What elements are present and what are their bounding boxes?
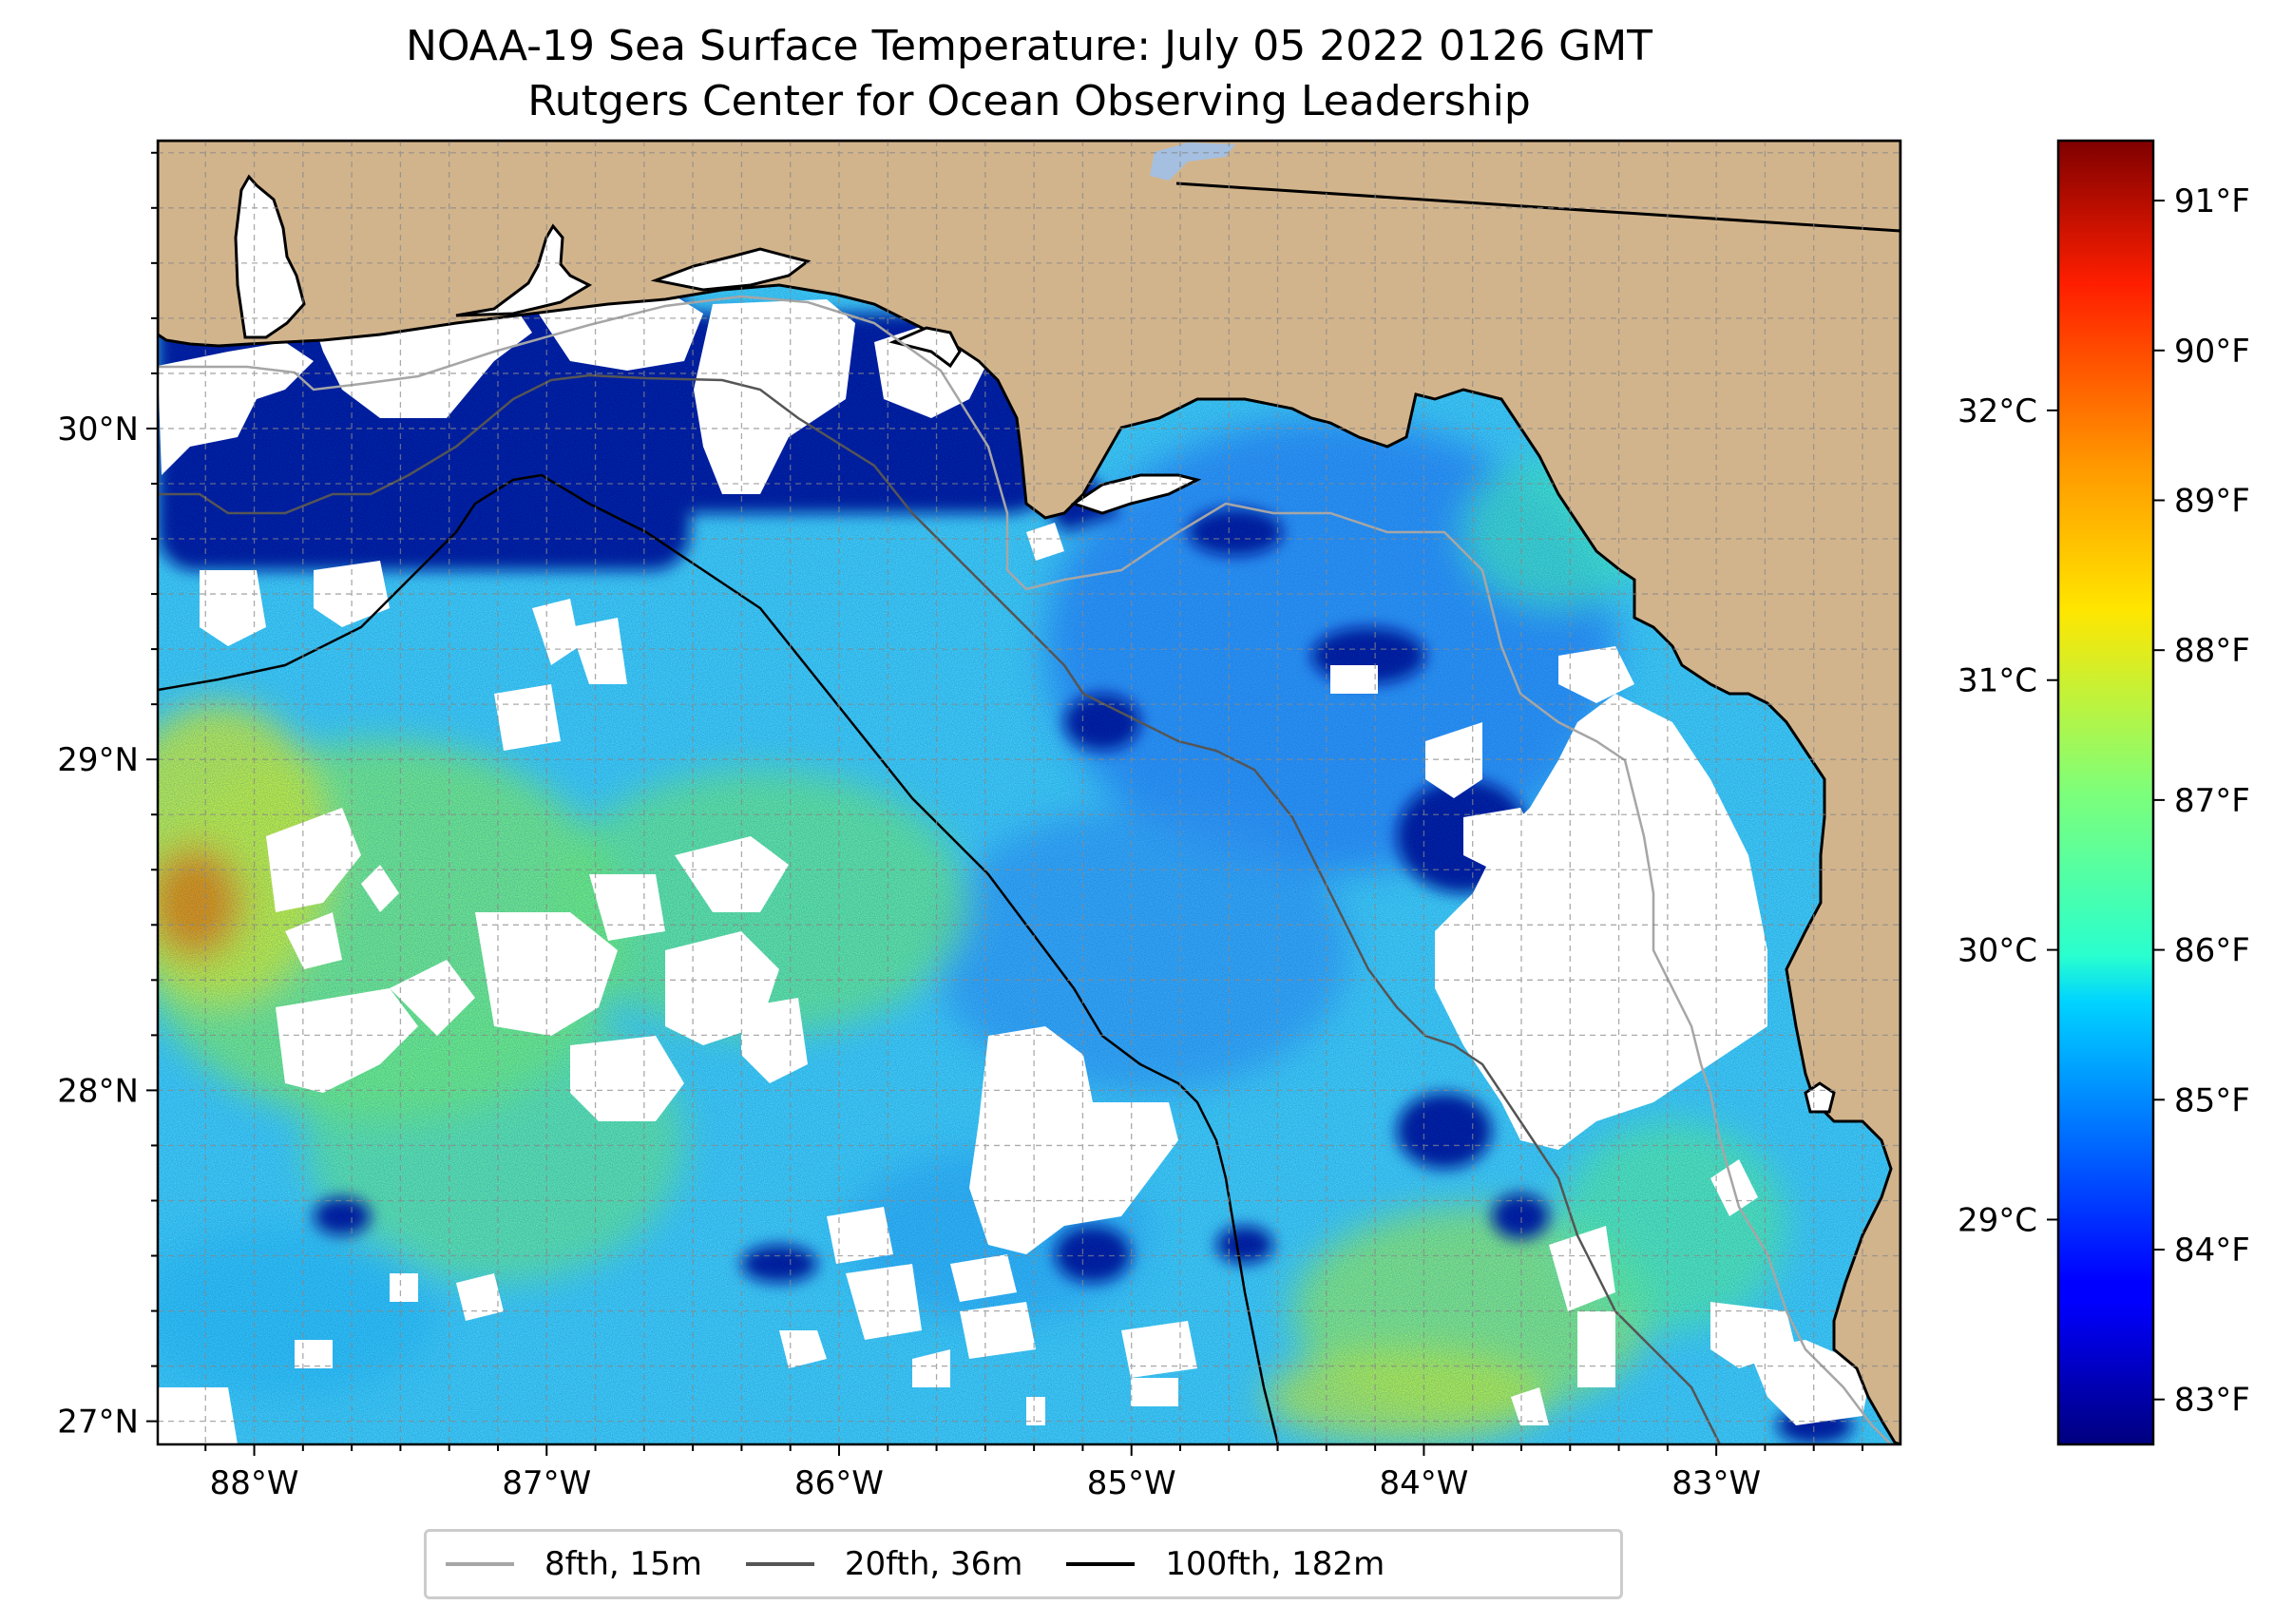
map-frame	[156, 139, 1902, 1446]
lon-tick-label: 84°W	[1379, 1464, 1468, 1502]
celsius-tick-label: 31°C	[1958, 662, 2037, 700]
map-title-line-1: NOAA-19 Sea Surface Temperature: July 05…	[405, 22, 1653, 70]
st-andrew-bay	[888, 326, 962, 369]
fahrenheit-tick-label: 89°F	[2174, 482, 2250, 520]
mobile-bay	[234, 174, 306, 339]
lat-tick-label: 29°N	[57, 741, 139, 779]
apalachicola-bay	[1070, 473, 1202, 515]
legend-swatch-8fth	[446, 1562, 514, 1566]
map-axis-ticks: 88°W 87°W 86°W 85°W 84°W 83°W 30°N 29°N 28°N 27°N	[57, 151, 1863, 1502]
fahrenheit-tick-label: 87°F	[2174, 782, 2250, 820]
fahrenheit-tick-label: 85°F	[2174, 1081, 2250, 1119]
celsius-tick-label: 30°C	[1958, 932, 2037, 970]
celsius-tick-label: 32°C	[1958, 392, 2037, 430]
legend-label-8fth: 8fth, 15m	[544, 1545, 702, 1583]
lon-tick-label: 83°W	[1671, 1464, 1761, 1502]
land	[158, 141, 1900, 1444]
lon-tick-label: 86°W	[794, 1464, 884, 1502]
fahrenheit-tick-label: 90°F	[2174, 333, 2250, 371]
lat-tick-label: 27°N	[57, 1404, 139, 1442]
lon-tick-label: 88°W	[210, 1464, 299, 1502]
choctawhatchee-bay	[650, 247, 812, 292]
legend-swatch-20fth	[745, 1562, 814, 1566]
fahrenheit-tick-label: 86°F	[2174, 932, 2250, 970]
fahrenheit-tick-label: 84°F	[2174, 1232, 2250, 1270]
state-border	[1175, 182, 1900, 233]
celsius-tick-label: 29°C	[1958, 1201, 2037, 1239]
legend-item-8fth: 8fth, 15m	[446, 1545, 702, 1583]
fahrenheit-tick-label: 91°F	[2174, 182, 2250, 220]
map-plot-area	[158, 141, 1900, 1444]
lat-tick-label: 30°N	[57, 411, 139, 449]
lon-tick-label: 85°W	[1087, 1464, 1176, 1502]
legend-item-20fth: 20fth, 36m	[745, 1545, 1023, 1583]
colorbar-ticks: 83°F 84°F 85°F 86°F 87°F 88°F 89°F 90°F 91°F 29°C…	[1958, 182, 2250, 1420]
legend-label-20fth: 20fth, 36m	[844, 1545, 1023, 1583]
isobath-100fth	[158, 473, 1280, 1444]
legend-label-100fth: 100fth, 182m	[1165, 1545, 1385, 1583]
lon-tick-label: 87°W	[502, 1464, 591, 1502]
colorbar	[2056, 139, 2155, 1446]
fahrenheit-tick-label: 83°F	[2174, 1382, 2250, 1420]
map-title-line-2: Rutgers Center for Ocean Observing Leade…	[527, 77, 1531, 125]
isobath-20fth	[158, 373, 1722, 1444]
lake	[1150, 143, 1235, 181]
gridlines	[158, 141, 1900, 1444]
lat-tick-label: 28°N	[57, 1072, 139, 1110]
legend-swatch-100fth	[1066, 1562, 1136, 1566]
pensacola-bay	[455, 223, 593, 317]
isobath-8fth	[158, 295, 1892, 1444]
fahrenheit-tick-label: 88°F	[2174, 632, 2250, 670]
legend: 8fth, 15m 20fth, 36m 100fth, 182m	[424, 1529, 1623, 1599]
legend-item-100fth: 100fth, 182m	[1066, 1545, 1385, 1583]
